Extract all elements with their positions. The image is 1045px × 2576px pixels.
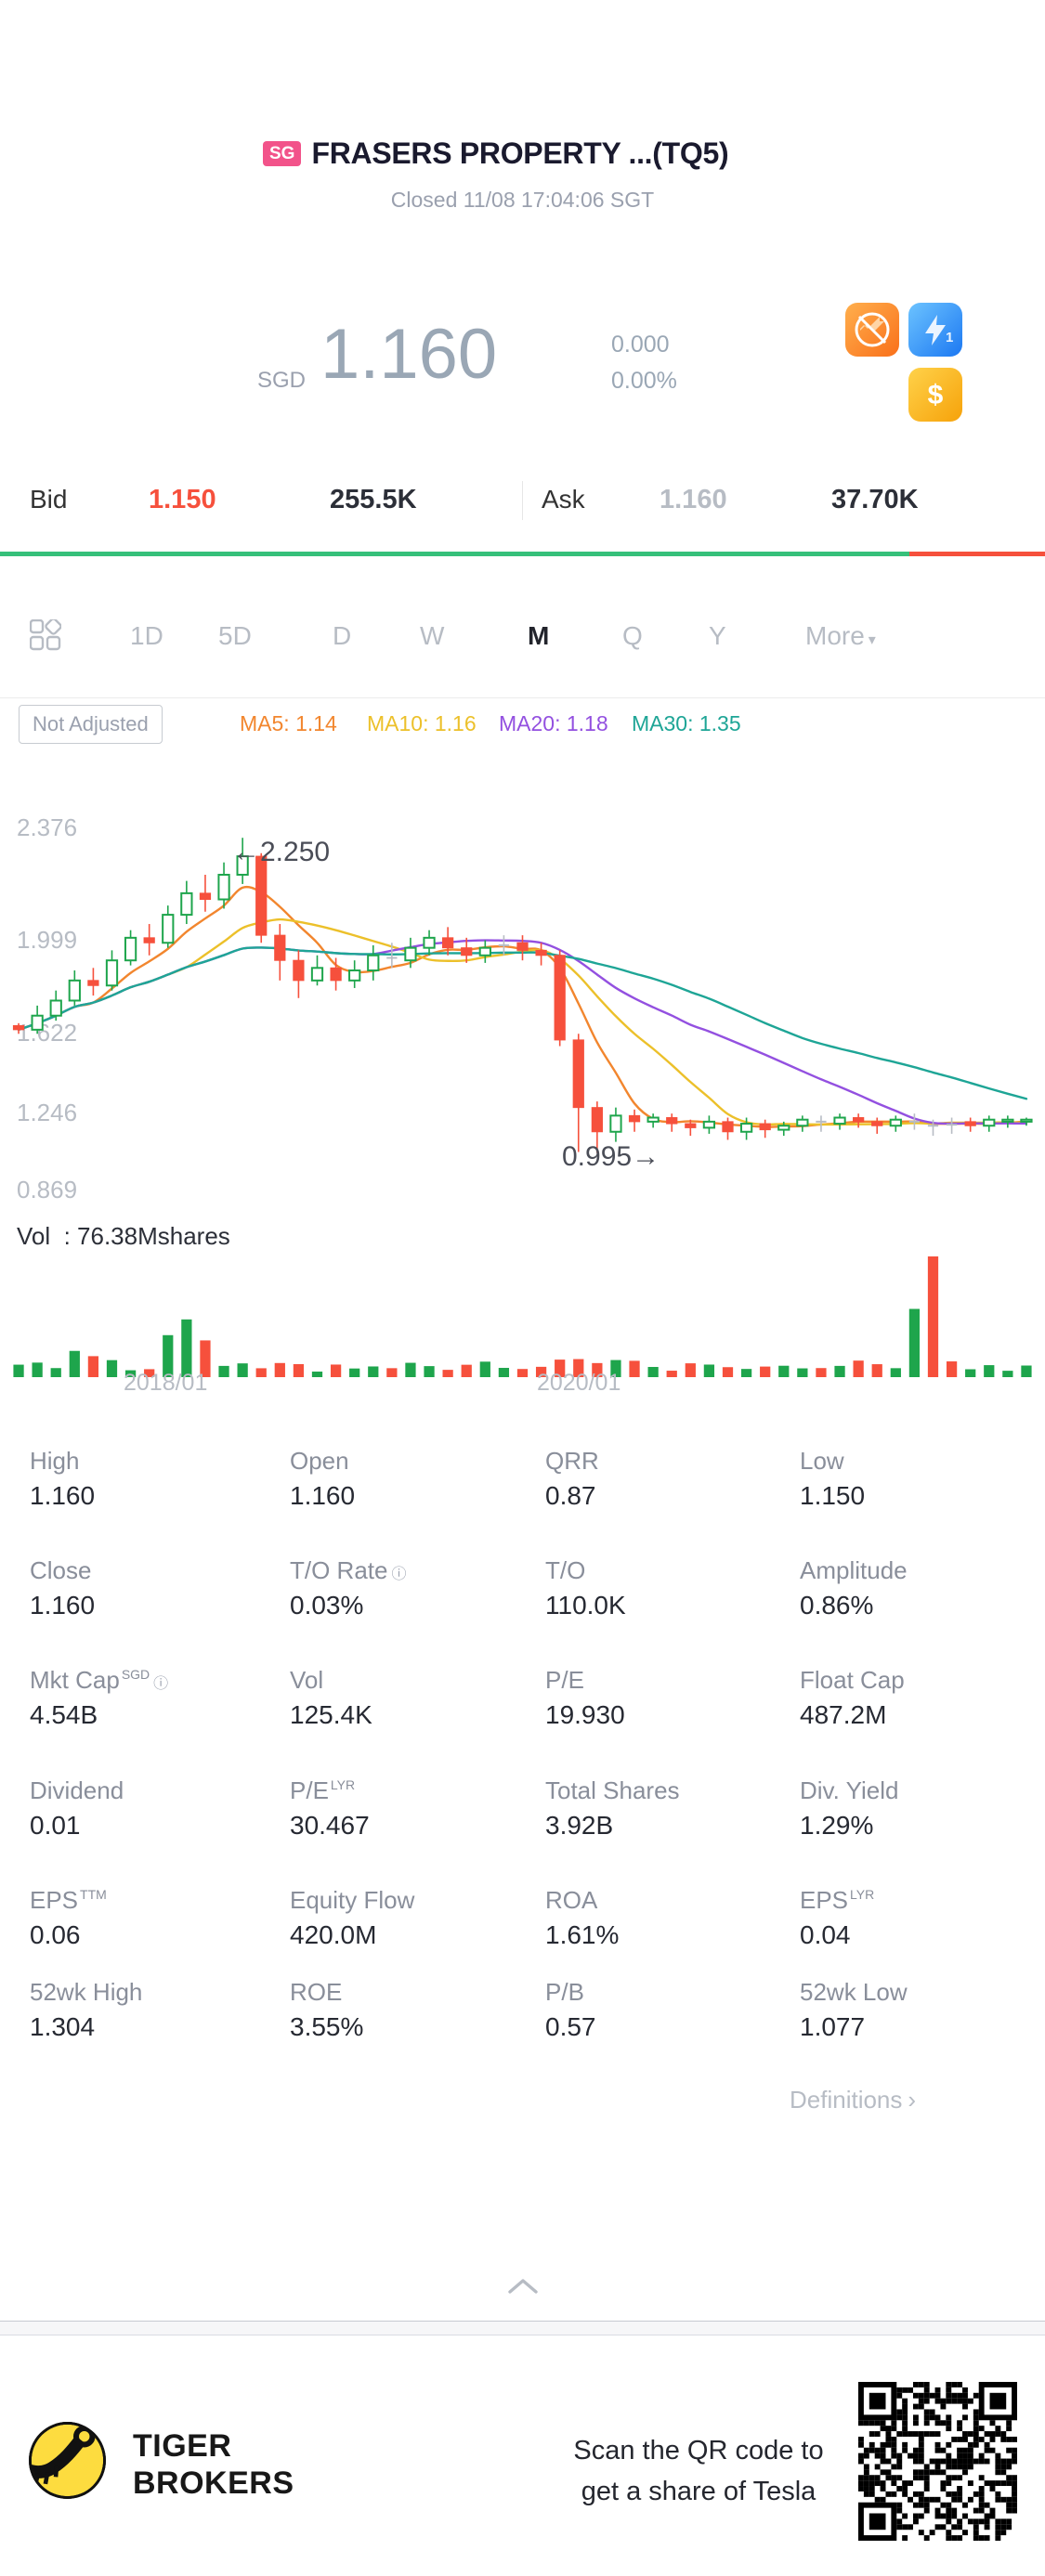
svg-text:1: 1 [946,330,953,345]
svg-text:$: $ [928,380,944,410]
